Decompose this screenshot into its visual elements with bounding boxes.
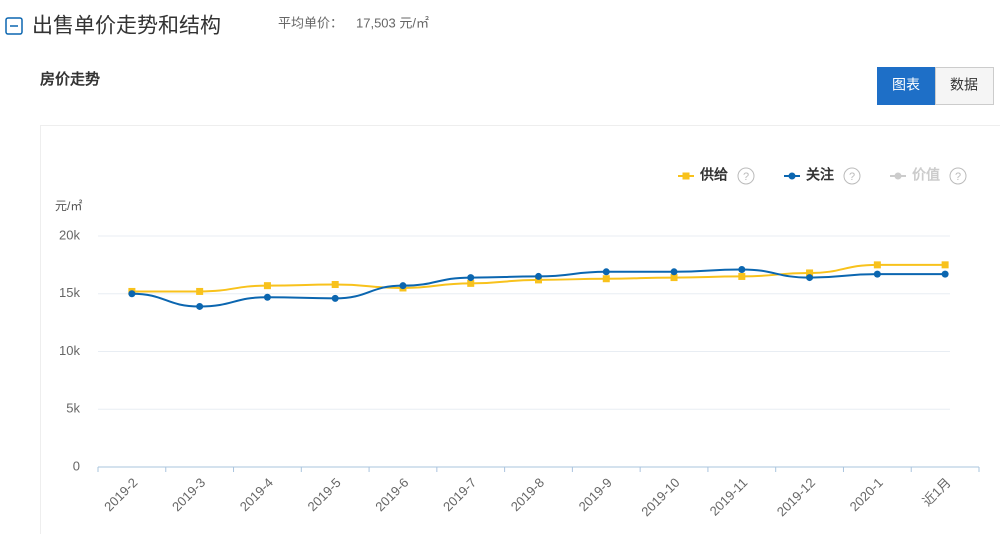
x-tick-label: 2019-8 <box>508 475 547 514</box>
data-button-label[interactable]: 数据 <box>950 77 978 93</box>
point <box>941 261 949 269</box>
point <box>670 274 678 282</box>
help-icon[interactable] <box>843 167 861 185</box>
point <box>602 275 610 283</box>
legend-item[interactable]: 价值? <box>890 167 967 185</box>
avg-label: 平均单价： <box>278 15 343 30</box>
x-tick-label: 2019-7 <box>440 475 479 514</box>
legend-swatch <box>894 172 902 180</box>
x-tick-label: 2019-4 <box>237 475 276 514</box>
x-tick-label: 2019-10 <box>638 475 682 519</box>
collapse-icon[interactable] <box>5 17 23 35</box>
section-title: 房价走势 <box>40 70 100 88</box>
point <box>602 268 610 276</box>
legend-label: 关注 <box>806 167 834 183</box>
x-tick-label: 近1月 <box>920 475 954 509</box>
point <box>331 294 339 302</box>
point <box>941 270 949 278</box>
point <box>467 274 475 282</box>
legend-swatch <box>682 172 690 180</box>
legend-item[interactable]: 关注? <box>784 167 861 185</box>
point <box>535 272 542 280</box>
help-icon-mark: ? <box>743 171 749 183</box>
help-icon-mark: ? <box>849 171 855 183</box>
point <box>331 281 339 289</box>
x-tick-label: 2019-11 <box>707 475 751 519</box>
header-title: 出售单价走势和结构 <box>32 15 221 38</box>
legend-label: 价值 <box>912 167 940 183</box>
chart-card <box>40 125 1000 534</box>
help-icon-mark: ? <box>955 171 961 183</box>
help-icon[interactable] <box>737 167 755 185</box>
point <box>806 274 814 282</box>
chart-button-label[interactable]: 图表 <box>892 77 920 93</box>
point <box>873 270 881 278</box>
point <box>263 293 271 301</box>
x-tick-label: 2019-5 <box>305 475 344 514</box>
x-tick-label: 2019-6 <box>372 475 411 514</box>
legend-label: 供给 <box>699 167 728 183</box>
x-tick-label: 2019-9 <box>576 475 615 514</box>
x-tick-label: 2019-2 <box>101 475 140 514</box>
y-tick-label: 10k <box>59 343 80 358</box>
y-unit: 元/㎡ <box>55 199 82 213</box>
legend-swatch <box>788 172 796 180</box>
point <box>806 269 814 277</box>
x-tick-label: 2019-12 <box>774 475 818 519</box>
point <box>399 282 407 290</box>
avg-value: 17,503 元/㎡ <box>356 15 429 30</box>
chart-button[interactable] <box>877 67 935 105</box>
point <box>738 272 746 280</box>
point <box>263 282 271 290</box>
y-tick-label: 20k <box>59 227 80 242</box>
point <box>670 268 678 276</box>
x-tick-label: 2019-3 <box>169 475 208 514</box>
help-icon[interactable] <box>949 167 967 185</box>
y-tick-label: 15k <box>59 285 80 300</box>
point <box>738 265 746 273</box>
point <box>467 279 475 287</box>
point <box>196 287 204 295</box>
point <box>196 302 204 310</box>
x-tick-label: 2020-1 <box>847 475 886 514</box>
y-tick-label: 0 <box>73 458 80 473</box>
legend-item[interactable]: 供给? <box>678 167 755 185</box>
point <box>873 261 881 269</box>
data-button[interactable] <box>935 67 994 105</box>
point <box>128 290 136 298</box>
y-tick-label: 5k <box>66 401 80 416</box>
